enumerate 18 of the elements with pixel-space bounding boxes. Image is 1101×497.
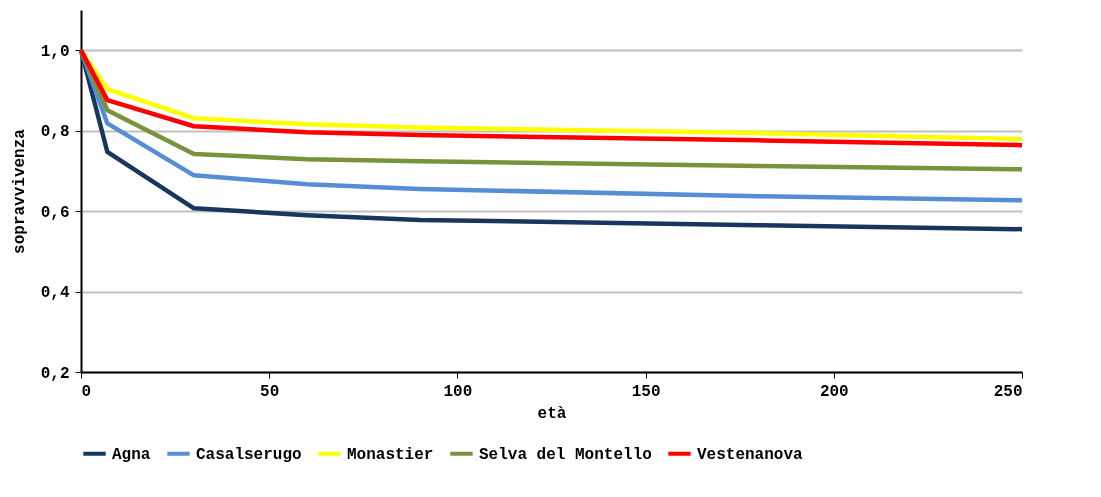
y-tick-label: 1,0: [40, 42, 70, 61]
x-tick-label: 250: [993, 382, 1023, 401]
x-tick-label: 100: [443, 382, 473, 401]
x-tick-label: 50: [260, 382, 280, 401]
y-tick-label: 0,8: [40, 123, 70, 142]
legend-label: Casalserugo: [196, 445, 302, 464]
y-tick-label: 0,2: [40, 364, 70, 383]
y-tick-label: 0,4: [40, 284, 70, 303]
y-tick-label: 0,6: [40, 203, 70, 222]
x-tick-label: 200: [819, 382, 849, 401]
legend-label: Agna: [112, 445, 151, 464]
y-axis-title: sopravvivenza: [10, 128, 29, 254]
legend-label: Monastier: [347, 445, 434, 464]
legend-label: Selva del Montello: [479, 445, 652, 464]
x-axis-title: età: [537, 404, 567, 423]
x-tick-label: 150: [631, 382, 661, 401]
x-tick-label: 0: [81, 382, 92, 401]
legend-label: Vestenanova: [697, 445, 804, 464]
